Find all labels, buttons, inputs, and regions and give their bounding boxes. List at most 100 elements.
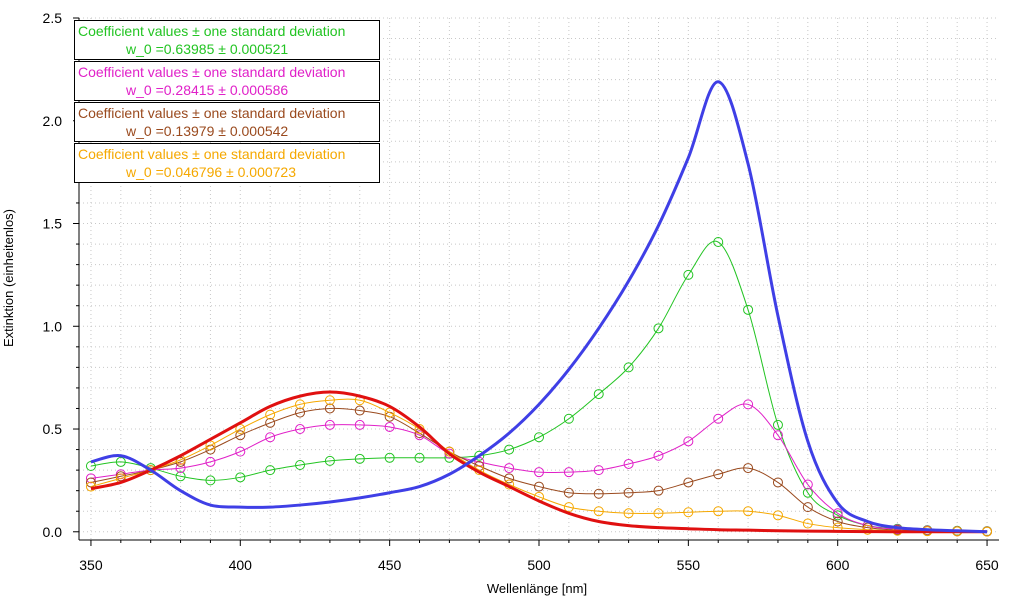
data-point <box>683 477 694 488</box>
data-point <box>862 524 873 535</box>
data-point <box>175 471 186 482</box>
data-point <box>593 488 604 499</box>
data-point <box>653 450 664 461</box>
data-point <box>265 417 276 428</box>
legend-coefficient: w_0 =0.13979 ± 0.000542 <box>126 123 289 139</box>
legend-box-orange: Coefficient values ± one standard deviat… <box>74 143 380 183</box>
legend-title: Coefficient values ± one standard deviat… <box>78 105 346 121</box>
series-1 <box>90 390 988 534</box>
y-tick-label: 2.5 <box>43 10 63 26</box>
x-tick-label: 350 <box>79 557 103 573</box>
data-point <box>265 409 276 420</box>
data-point <box>295 459 306 470</box>
series-line <box>90 398 988 533</box>
x-ticks: 350 400 450 500 550 600 650 <box>79 540 999 573</box>
y-tick-label: 0.5 <box>43 421 63 437</box>
data-point <box>683 269 694 280</box>
y-tick-label: 1.0 <box>43 318 63 334</box>
data-point <box>772 510 783 521</box>
data-point <box>743 399 754 410</box>
data-point <box>772 419 783 430</box>
data-point <box>474 450 485 461</box>
data-point <box>504 444 515 455</box>
data-point <box>324 395 335 406</box>
data-point <box>175 463 186 474</box>
data-point <box>772 477 783 488</box>
data-point <box>743 304 754 315</box>
data-point <box>504 473 515 484</box>
data-point <box>384 452 395 463</box>
data-point <box>354 405 365 416</box>
x-tick-label: 450 <box>378 557 402 573</box>
legend-title: Coefficient values ± one standard deviat… <box>78 23 346 39</box>
data-point <box>265 465 276 476</box>
data-point <box>504 463 515 474</box>
data-point <box>534 467 544 478</box>
data-point <box>414 452 425 463</box>
data-point <box>534 432 544 443</box>
data-point <box>145 465 156 476</box>
y-tick-label: 0.0 <box>43 524 63 540</box>
data-point <box>623 487 634 498</box>
data-point <box>354 453 365 464</box>
data-point <box>623 458 634 469</box>
series-line <box>90 80 988 534</box>
data-point <box>653 323 664 334</box>
data-point <box>653 485 664 496</box>
y-ticks: 0.0 0.5 1.0 1.5 2.0 2.5 <box>43 10 79 540</box>
x-tick-label: 550 <box>677 557 701 573</box>
data-point <box>802 518 813 529</box>
legend-box-magenta: Coefficient values ± one standard deviat… <box>74 61 380 101</box>
data-point <box>85 473 96 484</box>
data-point <box>295 407 306 418</box>
data-point <box>802 502 813 513</box>
data-point <box>653 508 664 519</box>
y-axis-label: Extinktion (einheitenlos) <box>1 209 16 347</box>
data-point <box>593 506 604 517</box>
legend-box-brown: Coefficient values ± one standard deviat… <box>74 102 380 142</box>
data-point <box>563 487 574 498</box>
x-tick-label: 600 <box>826 557 850 573</box>
data-point <box>713 506 724 517</box>
data-point <box>743 506 754 517</box>
legend-box-green: Coefficient values ± one standard deviat… <box>74 20 380 60</box>
data-point <box>115 456 126 467</box>
data-point <box>713 413 724 424</box>
data-point <box>354 419 365 430</box>
data-point <box>623 508 634 519</box>
legend-coefficient: w_0 =0.046796 ± 0.000723 <box>126 164 296 180</box>
x-tick-label: 650 <box>975 557 999 573</box>
data-point <box>832 508 843 519</box>
data-point <box>593 389 604 400</box>
x-tick-label: 500 <box>527 557 551 573</box>
legend-title: Coefficient values ± one standard deviat… <box>78 64 346 80</box>
series <box>85 80 993 537</box>
data-point <box>265 432 276 443</box>
data-point <box>743 463 754 474</box>
legend-coefficient: w_0 =0.63985 ± 0.000521 <box>126 41 289 57</box>
data-point <box>324 419 335 430</box>
data-point <box>295 424 306 435</box>
series-line <box>90 403 988 532</box>
data-point <box>623 362 634 373</box>
data-point <box>235 472 246 483</box>
legend-title: Coefficient values ± one standard deviat… <box>78 146 346 162</box>
data-point <box>593 465 604 476</box>
data-point <box>235 430 246 441</box>
data-point <box>324 403 335 414</box>
data-point <box>713 469 724 480</box>
data-point <box>324 455 335 466</box>
data-point <box>683 436 694 447</box>
data-point <box>832 516 843 527</box>
series-line <box>90 390 988 534</box>
data-point <box>384 421 395 432</box>
legend-coefficient: w_0 =0.28415 ± 0.000586 <box>126 82 289 98</box>
data-point <box>205 475 216 486</box>
data-point <box>235 446 246 457</box>
x-axis-label: Wellenlänge [nm] <box>487 581 587 596</box>
data-point <box>563 467 574 478</box>
data-point <box>205 456 216 467</box>
data-point <box>563 413 574 424</box>
data-point <box>85 477 96 488</box>
